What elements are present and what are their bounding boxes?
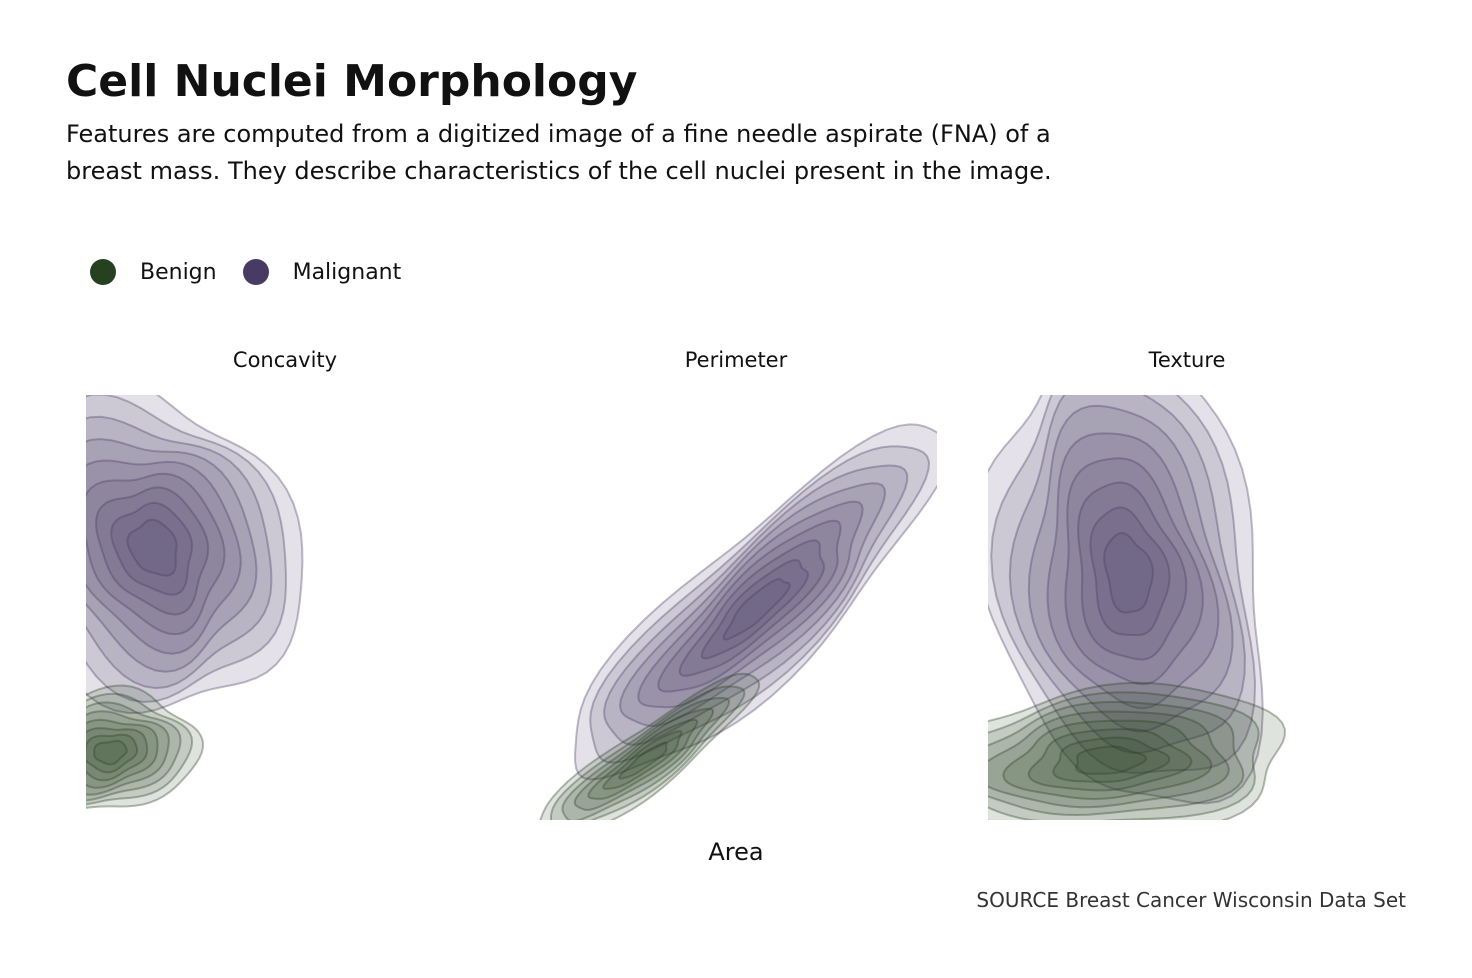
contour-benign-level-7 <box>618 741 668 780</box>
contour-benign-level-4 <box>988 710 1230 809</box>
contour-malignant-level-1 <box>988 395 1264 805</box>
contour-malignant-level-5 <box>637 500 864 709</box>
contour-malignant-level-8 <box>1089 506 1171 637</box>
contour-malignant-level-1 <box>86 395 304 715</box>
contour-benign-level-7 <box>86 733 139 774</box>
legend-item-benign: Benign <box>90 259 217 285</box>
contour-malignant-level-9 <box>1103 532 1154 614</box>
facet-title-texture: Texture <box>1148 348 1226 372</box>
contour-malignant-level-3 <box>86 415 273 690</box>
contour-benign-level-8 <box>93 739 128 766</box>
contour-malignant-level-8 <box>110 501 194 596</box>
contour-benign-level-2 <box>988 691 1260 820</box>
contour-benign-level-6 <box>602 730 683 790</box>
contour-malignant-level-3 <box>603 464 909 746</box>
legend-dot-icon <box>242 259 269 285</box>
contour-malignant-level-7 <box>678 539 826 677</box>
contour-malignant-level-4 <box>86 438 258 673</box>
contour-benign-level-3 <box>988 700 1245 817</box>
contour-malignant-level-1 <box>574 423 937 781</box>
contour-benign-level-5 <box>1002 719 1213 801</box>
legend: Benign Malignant <box>90 256 427 288</box>
facet-title-concavity: Concavity <box>232 348 338 372</box>
contour-malignant-level-2 <box>990 395 1257 774</box>
legend-label-benign: Benign <box>140 259 217 285</box>
contour-malignant-level-5 <box>86 459 242 655</box>
contour-malignant-level-7 <box>1077 481 1188 661</box>
contour-malignant-level-2 <box>86 395 287 704</box>
facet-title-perimeter: Perimeter <box>684 348 788 372</box>
contour-benign-level-3 <box>561 696 731 820</box>
contour-malignant-level-9 <box>126 518 178 577</box>
contour-malignant-level-6 <box>86 472 226 636</box>
contour-benign-level-1 <box>988 681 1286 820</box>
contour-benign-level-6 <box>1027 728 1193 792</box>
contour-malignant-level-7 <box>95 486 210 616</box>
contour-benign-level-7 <box>1052 736 1171 783</box>
contour-benign-level-1 <box>539 672 761 820</box>
contour-malignant-level-2 <box>589 445 931 764</box>
legend-item-malignant: Malignant <box>242 259 402 285</box>
contour-benign-level-5 <box>86 718 159 789</box>
contour-malignant-level-6 <box>1064 457 1204 686</box>
contour-benign-level-8 <box>1075 745 1147 775</box>
facet-panel-concavity <box>86 395 304 809</box>
contour-benign-level-1 <box>86 684 205 809</box>
contour-benign-level-5 <box>587 718 699 800</box>
contour-malignant-level-9 <box>722 578 791 641</box>
contour-malignant-level-3 <box>1008 395 1246 754</box>
contour-malignant-level-4 <box>618 482 887 728</box>
facet-panel-texture <box>988 395 1286 820</box>
contour-benign-level-4 <box>573 707 715 811</box>
contour-benign-level-6 <box>86 727 149 782</box>
legend-label-malignant: Malignant <box>292 259 402 285</box>
facet-panel-perimeter <box>539 423 937 820</box>
contour-benign-level-3 <box>86 701 182 802</box>
x-axis-label: Area <box>708 838 764 866</box>
legend-dot-icon <box>90 259 116 285</box>
contour-malignant-level-5 <box>1046 432 1220 710</box>
contour-malignant-level-8 <box>700 558 810 660</box>
contour-benign-level-2 <box>550 685 746 820</box>
chart-title: Cell Nuclei Morphology <box>66 56 638 107</box>
contour-benign-level-4 <box>86 710 170 796</box>
chart-subtitle: Features are computed from a digitized i… <box>66 120 1052 185</box>
contour-malignant-level-6 <box>657 519 842 693</box>
contour-benign-level-2 <box>86 692 194 806</box>
chart-caption: SOURCE Breast Cancer Wisconsin Data Set <box>976 888 1406 912</box>
contour-malignant-level-4 <box>1027 404 1234 733</box>
